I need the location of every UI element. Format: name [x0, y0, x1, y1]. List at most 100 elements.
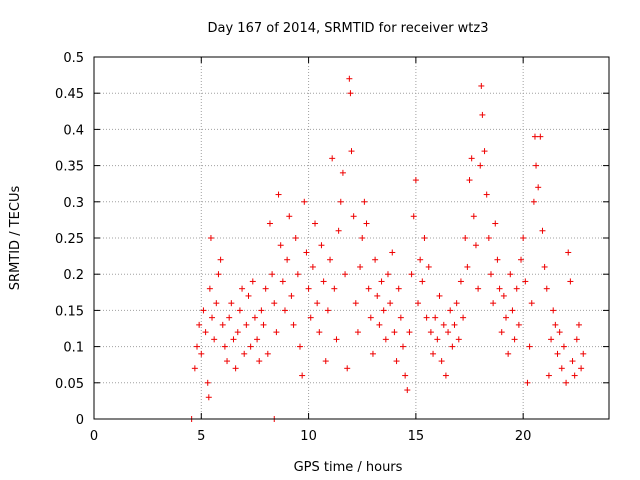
- data-point: [531, 133, 538, 140]
- data-point: [408, 271, 415, 278]
- data-point: [466, 177, 473, 184]
- data-point: [363, 220, 370, 227]
- data-point: [522, 278, 529, 285]
- data-point: [397, 314, 404, 321]
- data-point: [361, 198, 368, 205]
- data-point: [209, 314, 216, 321]
- data-point: [281, 307, 288, 314]
- data-point: [453, 300, 460, 307]
- data-point: [417, 256, 424, 263]
- data-point: [509, 307, 516, 314]
- data-point: [434, 336, 441, 343]
- data-point: [500, 292, 507, 299]
- data-point: [327, 256, 334, 263]
- data-point: [230, 336, 237, 343]
- data-point: [309, 263, 316, 270]
- data-point: [339, 169, 346, 176]
- y-tick-label: 0.45: [55, 87, 84, 102]
- data-point: [558, 365, 565, 372]
- data-point: [228, 300, 235, 307]
- data-point: [384, 271, 391, 278]
- y-tick-label: 0.05: [55, 377, 84, 392]
- y-tick-label: 0.35: [55, 160, 84, 175]
- axis-ticks: 0 0.05 0.1 0.15 0.2 0.25 0.3 0.35 0.4 0.45 0.5 0 5 10…: [55, 51, 609, 444]
- data-point: [470, 213, 477, 220]
- data-point: [472, 242, 479, 249]
- data-point: [560, 343, 567, 350]
- data-point: [419, 278, 426, 285]
- data-point: [372, 256, 379, 263]
- data-point: [464, 263, 471, 270]
- data-point: [481, 148, 488, 155]
- y-tick-label: 0.15: [55, 304, 84, 319]
- data-point: [432, 314, 439, 321]
- data-point: [346, 75, 353, 82]
- y-tick-label: 0.4: [63, 123, 84, 138]
- data-point: [292, 235, 299, 241]
- data-point: [264, 350, 271, 357]
- data-point: [524, 379, 531, 386]
- data-point: [348, 148, 355, 155]
- data-point: [378, 278, 385, 285]
- data-point: [318, 242, 325, 249]
- data-point: [342, 271, 349, 278]
- data-point: [573, 336, 580, 343]
- data-point: [513, 285, 520, 292]
- data-point: [535, 184, 542, 191]
- data-point: [329, 155, 336, 162]
- data-point: [537, 133, 544, 140]
- data-point: [224, 358, 231, 365]
- data-point: [526, 343, 533, 350]
- data-point: [483, 191, 490, 198]
- data-point: [530, 198, 537, 205]
- x-tick-label: 15: [408, 429, 425, 444]
- data-point: [575, 321, 582, 328]
- data-point: [196, 321, 203, 328]
- data-point: [284, 256, 291, 263]
- data-point: [571, 372, 578, 379]
- data-point: [494, 256, 501, 263]
- data-point: [578, 365, 585, 372]
- data-point: [307, 314, 314, 321]
- y-tick-label: 0.3: [63, 196, 84, 211]
- data-point: [563, 379, 570, 386]
- data-point: [552, 321, 559, 328]
- x-axis-label: GPS time / hours: [294, 460, 403, 475]
- data-point: [455, 336, 462, 343]
- y-axis-label: SRMTID / TECUs: [8, 186, 23, 291]
- data-point: [400, 343, 406, 350]
- data-point: [374, 292, 381, 299]
- data-point: [219, 321, 226, 328]
- data-point: [249, 278, 256, 285]
- data-point: [331, 285, 338, 292]
- data-point: [415, 300, 422, 307]
- y-tick-label: 0.2: [63, 268, 84, 283]
- data-point: [550, 307, 557, 314]
- data-point: [406, 329, 413, 336]
- data-point: [357, 263, 364, 270]
- x-tick-label: 0: [90, 429, 98, 444]
- data-point: [410, 213, 417, 220]
- data-point: [241, 350, 248, 357]
- data-point: [273, 329, 280, 336]
- data-point: [395, 285, 402, 292]
- data-point: [297, 343, 303, 350]
- data-point: [194, 343, 200, 350]
- data-point: [520, 235, 527, 241]
- data-point: [556, 329, 563, 336]
- data-point: [290, 321, 297, 328]
- data-point: [269, 271, 276, 278]
- x-tick-label: 20: [515, 429, 532, 444]
- data-point: [279, 278, 286, 285]
- data-point: [324, 307, 331, 314]
- data-point: [425, 263, 432, 270]
- data-point: [262, 285, 269, 292]
- data-point: [567, 278, 574, 285]
- data-point: [221, 343, 228, 350]
- data-point: [468, 155, 475, 162]
- data-point: [430, 350, 437, 357]
- data-point: [247, 343, 254, 350]
- data-point: [200, 307, 207, 314]
- data-point: [391, 329, 398, 336]
- data-point: [518, 256, 525, 263]
